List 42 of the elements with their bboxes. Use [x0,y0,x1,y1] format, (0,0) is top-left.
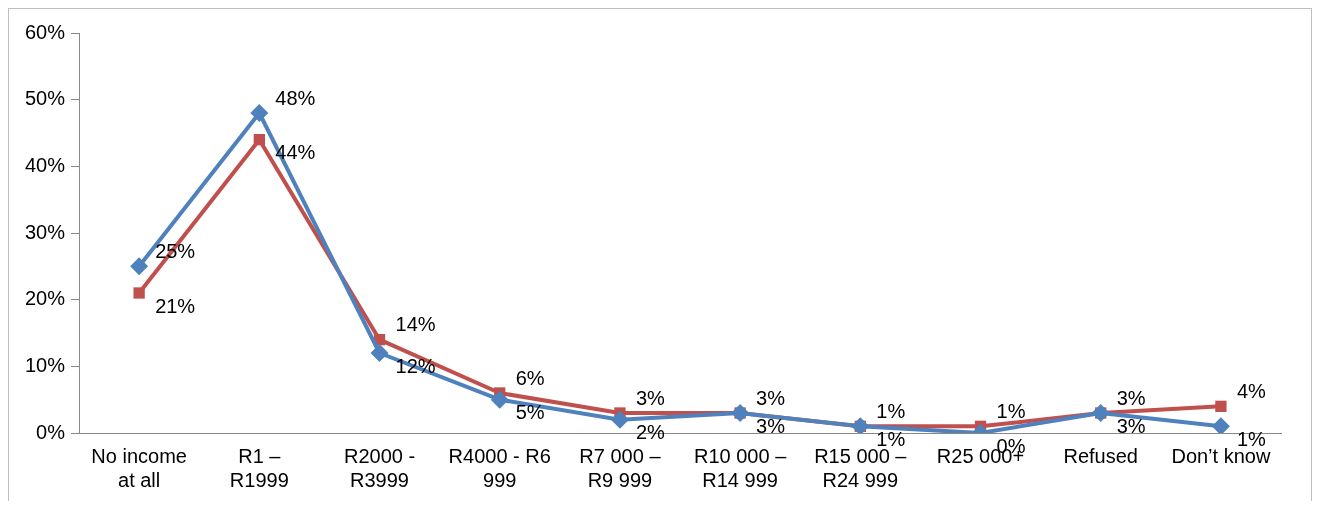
data-label: 4% [1236,379,1267,402]
data-label: 48% [275,86,316,109]
data-label: 1% [996,399,1026,422]
data-label: 3% [1116,386,1146,409]
point [1091,404,1110,422]
data-label: 5% [515,401,545,424]
y-tick-label: 60% [25,20,66,43]
y-tick-label: 0% [36,420,66,443]
data-label: 1% [876,427,906,450]
x-tick-label: No income at all [91,444,187,491]
point [133,287,145,299]
data-label: 1% [876,399,906,422]
data-label: 3% [635,386,666,409]
point [851,417,870,433]
x-tick-label: R2000 - R3999 [343,444,416,491]
point [1211,417,1230,433]
point [731,404,750,422]
point [250,104,269,122]
y-tick-label: 50% [25,87,66,110]
point [130,257,149,276]
y-tick-label: 30% [25,220,66,243]
data-label: 3% [1116,414,1146,437]
x-tick-label: R10 000 – R14 999 [693,444,788,491]
x-tick-label: Refused [1063,444,1138,467]
data-label: 2% [635,421,666,444]
data-label: 21% [155,294,196,317]
data-label: 6% [515,366,545,389]
x-tick-label: R1 – R1999 [229,444,289,491]
point [490,390,509,409]
y-tick-label: 20% [25,287,66,310]
point [253,134,265,146]
y-tick-label: 40% [25,153,66,176]
point [370,344,389,362]
point [610,410,629,429]
x-tick-label: R7 000 – R9 999 [579,444,662,491]
x-tick-label: R4000 - R6 999 [448,444,551,491]
data-label: 14% [395,313,436,336]
data-label: 3% [756,386,786,409]
point [1215,400,1227,412]
data-label: 1% [1236,427,1267,450]
y-tick-label: 10% [25,353,66,376]
data-label: 3% [756,414,786,437]
